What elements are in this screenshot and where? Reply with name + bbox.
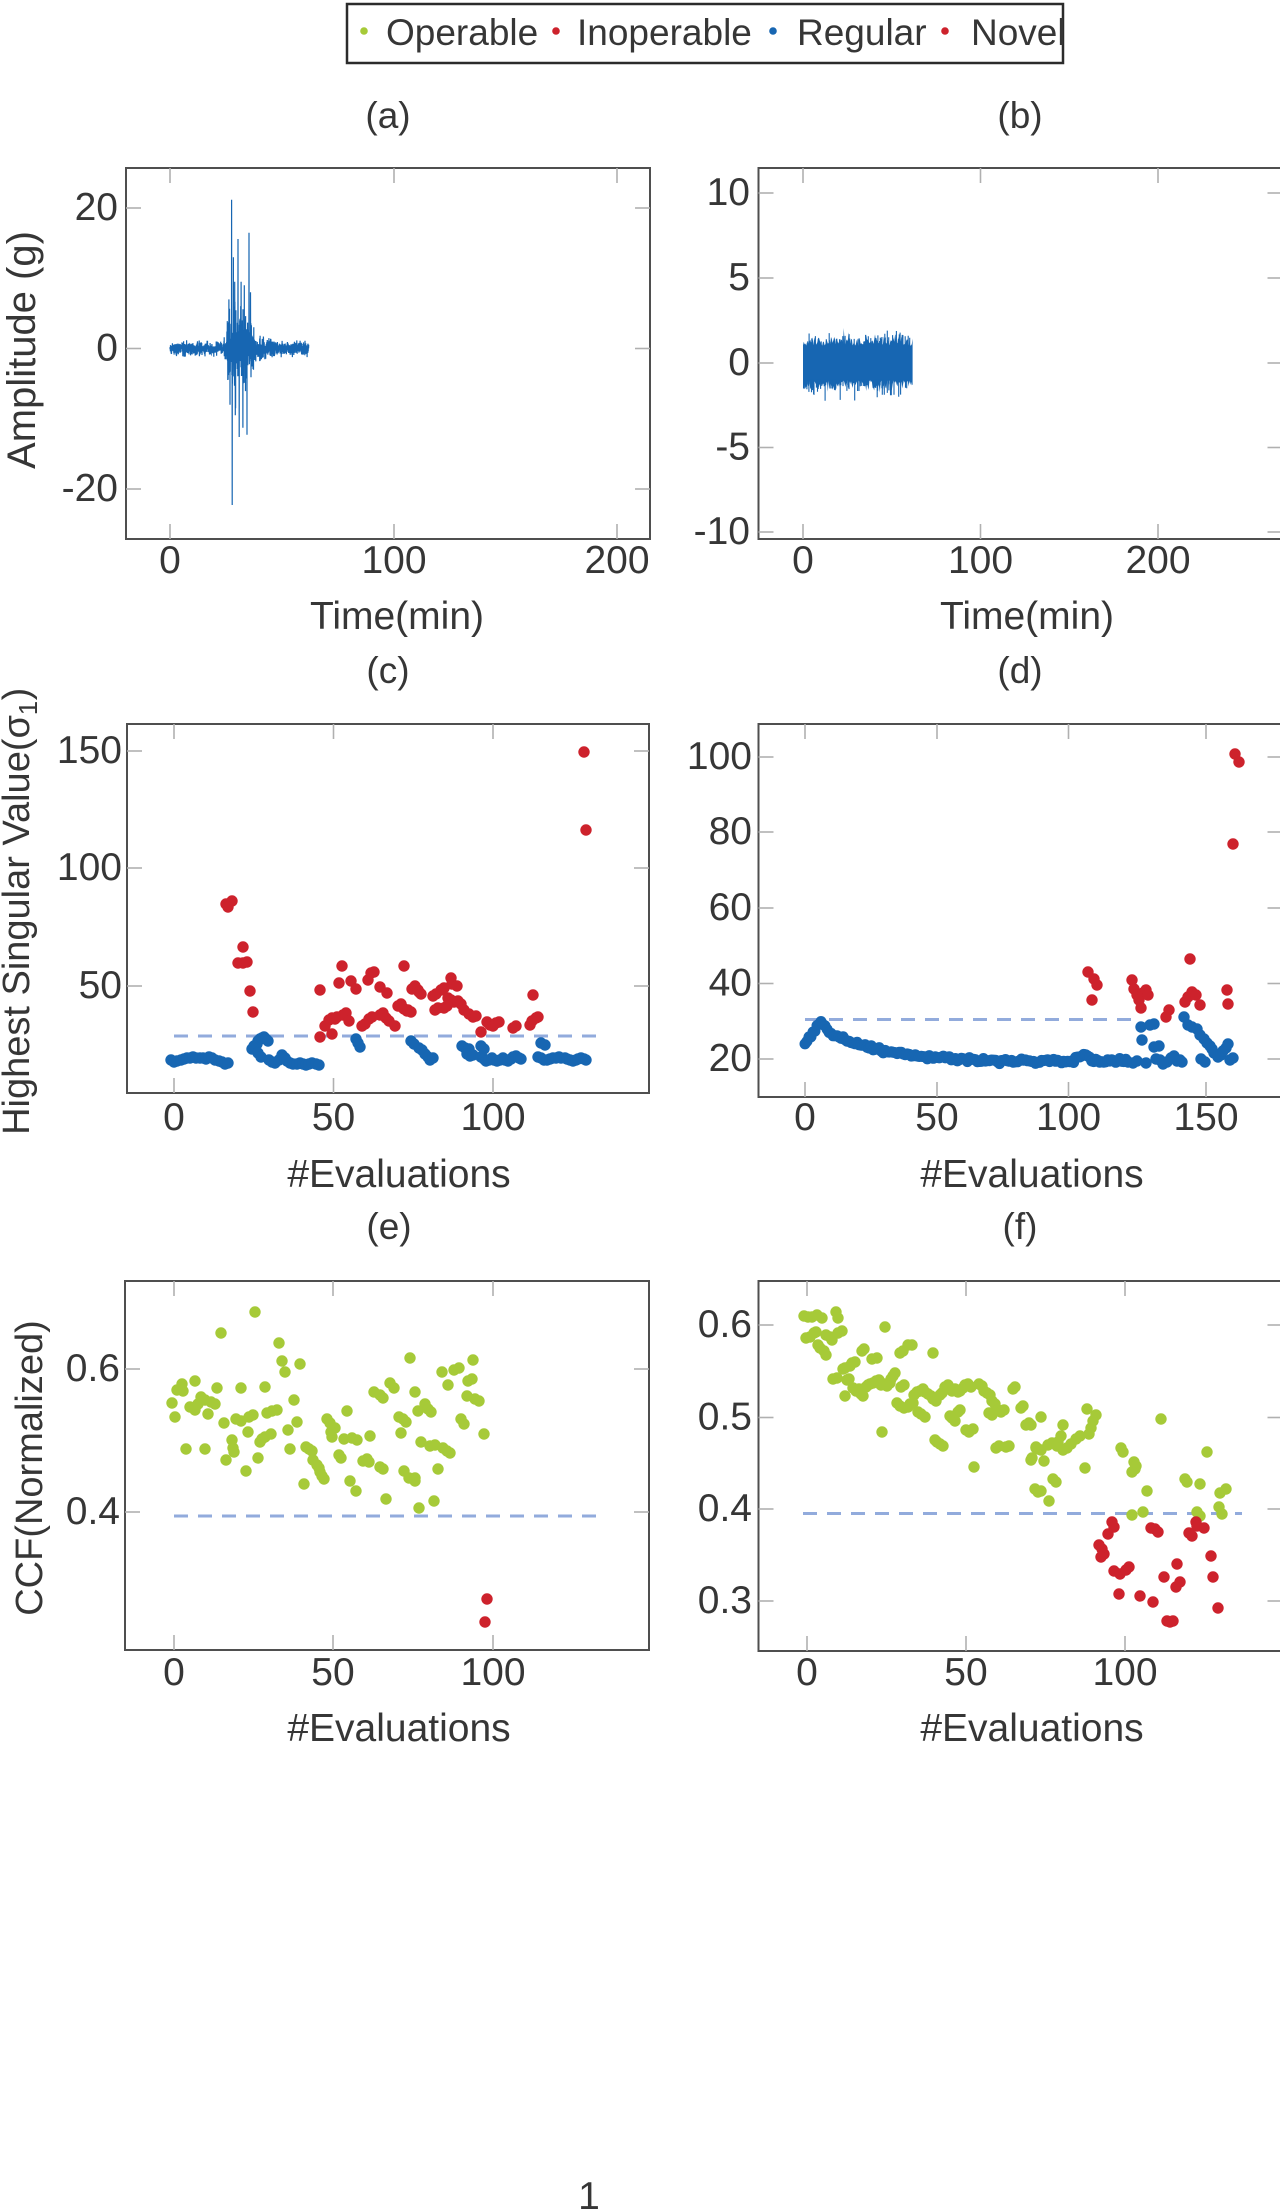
svg-text:100: 100 [57,846,122,889]
svg-text:0.4: 0.4 [698,1487,752,1530]
svg-text:60: 60 [709,886,752,929]
svg-text:80: 80 [709,810,752,853]
svg-text:-5: -5 [715,426,750,469]
svg-text:Regular: Regular [797,12,927,53]
svg-text:150: 150 [57,729,122,772]
svg-text:5: 5 [728,256,750,299]
svg-text:-20: -20 [62,467,118,510]
svg-text:0: 0 [794,1096,816,1139]
svg-text:50: 50 [79,964,122,1007]
svg-text:): ) [0,688,38,701]
svg-text:0: 0 [728,341,750,384]
svg-text:0: 0 [792,539,814,582]
svg-text:(f): (f) [1003,1206,1038,1247]
svg-text:0.4: 0.4 [66,1490,120,1533]
svg-text:50: 50 [915,1096,958,1139]
svg-text:50: 50 [311,1651,354,1694]
svg-text:1: 1 [578,2175,600,2212]
svg-text:Operable: Operable [386,12,538,53]
svg-text:0.6: 0.6 [698,1303,752,1346]
svg-text:10: 10 [707,171,750,214]
svg-text:0: 0 [96,327,118,370]
svg-text:0.5: 0.5 [698,1396,752,1439]
svg-text:100: 100 [361,539,426,582]
svg-text:150: 150 [1173,1096,1238,1139]
svg-text:-10: -10 [694,510,750,553]
svg-text:(a): (a) [365,95,410,136]
svg-text:0: 0 [163,1096,185,1139]
svg-text:20: 20 [709,1037,752,1080]
svg-text:50: 50 [944,1651,987,1694]
svg-text:1: 1 [13,701,43,715]
svg-text:Amplitude (g): Amplitude (g) [0,231,44,469]
svg-text:#Evaluations: #Evaluations [920,1707,1143,1750]
svg-text:100: 100 [687,735,752,778]
svg-text:40: 40 [709,962,752,1005]
svg-text:20: 20 [75,186,118,229]
svg-text:200: 200 [584,539,649,582]
svg-text:0.6: 0.6 [66,1347,120,1390]
svg-text:Time(min): Time(min) [310,595,484,638]
svg-text:0: 0 [163,1651,185,1694]
svg-text:(d): (d) [997,650,1042,691]
svg-text:0: 0 [796,1651,818,1694]
svg-text:Novel: Novel [971,12,1066,53]
svg-text:100: 100 [460,1096,525,1139]
svg-text:Inoperable: Inoperable [577,12,752,53]
svg-text:(b): (b) [997,95,1042,136]
svg-text:(c): (c) [366,650,409,691]
svg-text:Time(min): Time(min) [940,595,1114,638]
svg-text:CCF(Normalized): CCF(Normalized) [9,1320,51,1616]
svg-text:100: 100 [948,539,1013,582]
svg-text:Highest Singular Value(σ: Highest Singular Value(σ [0,715,38,1135]
svg-text:100: 100 [1036,1096,1101,1139]
svg-text:50: 50 [312,1096,355,1139]
svg-text:#Evaluations: #Evaluations [287,1153,510,1196]
svg-text:100: 100 [1092,1651,1157,1694]
svg-text:100: 100 [460,1651,525,1694]
svg-text:200: 200 [1125,539,1190,582]
svg-text:0: 0 [159,539,181,582]
svg-text:#Evaluations: #Evaluations [920,1153,1143,1196]
svg-text:(e): (e) [366,1206,411,1247]
svg-text:#Evaluations: #Evaluations [287,1707,510,1750]
svg-text:0.3: 0.3 [698,1579,752,1622]
